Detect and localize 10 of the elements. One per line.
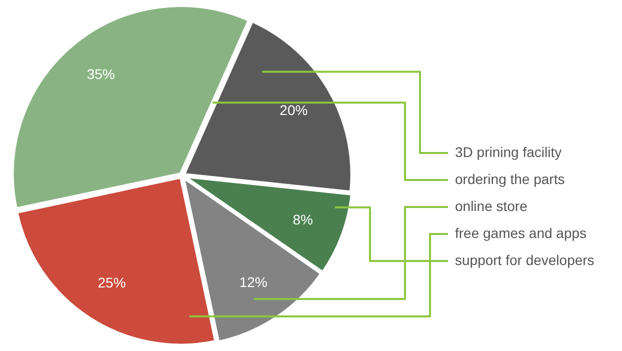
data-label: 25% <box>98 274 126 291</box>
slice-label: support for developers <box>455 252 594 268</box>
slice-label: 3D prining facility <box>455 144 562 160</box>
slice-label: ordering the parts <box>455 170 565 187</box>
slice-label: online store <box>455 198 528 214</box>
data-label: 20% <box>280 102 308 118</box>
data-label: 12% <box>239 274 268 290</box>
data-label: 8% <box>292 211 313 228</box>
data-label: 35% <box>86 66 115 82</box>
slice-label: free games and apps <box>455 224 587 241</box>
